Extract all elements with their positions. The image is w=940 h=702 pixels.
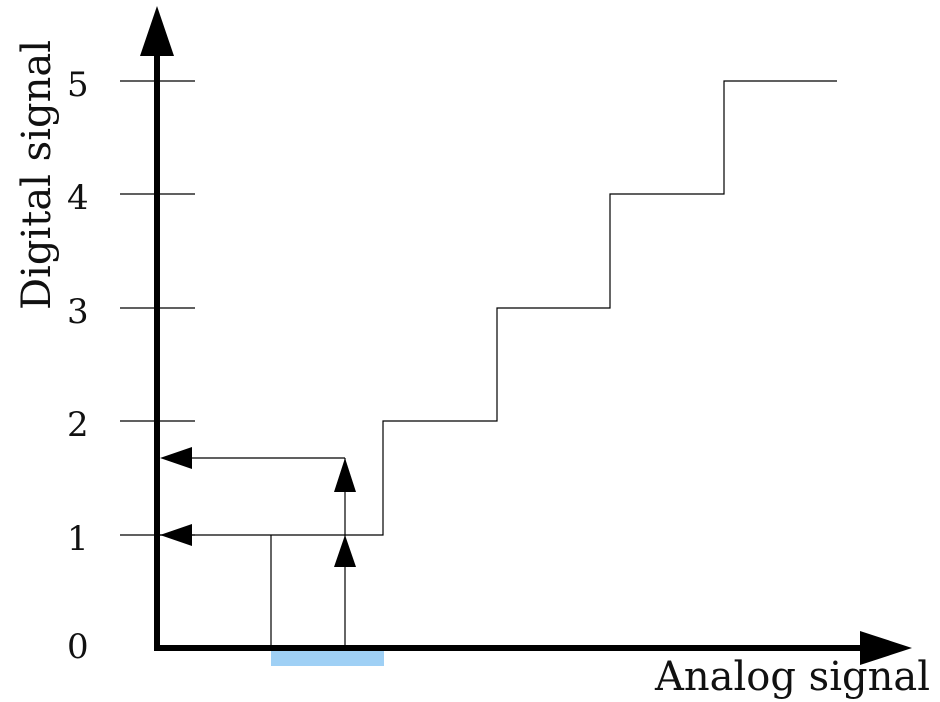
- tick-label-5: 5: [67, 65, 89, 105]
- y-axis-label: Digital signal: [14, 40, 60, 310]
- tick-label-1: 1: [67, 519, 89, 559]
- input-interval-highlight: [271, 651, 384, 666]
- left-arrow-lower: [160, 524, 192, 546]
- y-tick-labels: 5 4 3 2 1 0: [67, 65, 89, 667]
- x-axis-label: Analog signal: [654, 654, 930, 700]
- y-axis-arrowhead: [140, 6, 174, 56]
- tick-label-2: 2: [67, 405, 89, 445]
- up-arrow-lower: [334, 535, 356, 567]
- left-arrow-upper: [160, 447, 192, 469]
- staircase-transfer-function: [160, 81, 837, 535]
- tick-label-3: 3: [67, 292, 89, 332]
- tick-label-0: 0: [67, 627, 89, 667]
- tick-label-4: 4: [67, 178, 89, 218]
- up-arrow-upper: [334, 458, 356, 492]
